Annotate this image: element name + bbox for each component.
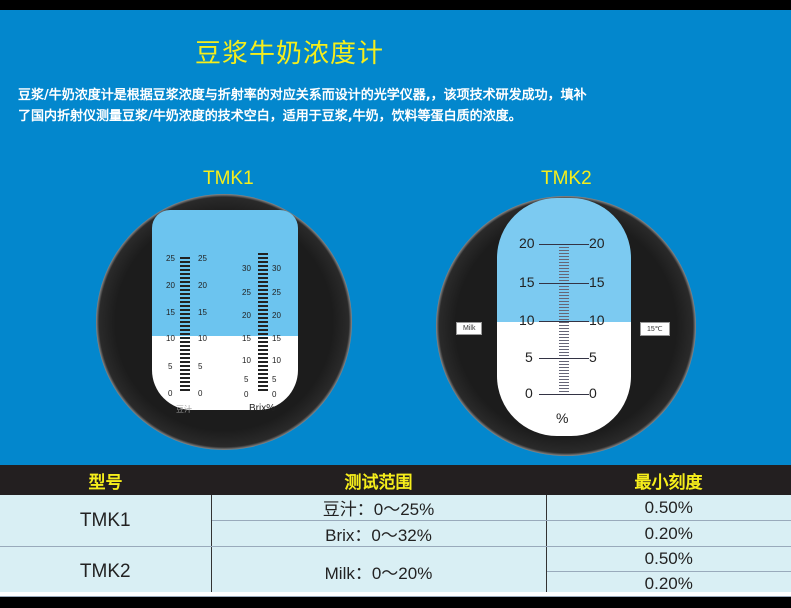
header-division: 最小刻度 [546, 465, 791, 495]
scope-view-tmk1: 25 25 20 20 15 15 10 10 5 5 0 0 30 30 25… [152, 210, 298, 414]
scale-ticks-milk [559, 244, 569, 394]
table-header-row: 型号 测试范围 最小刻度 [0, 465, 791, 495]
spec-table: 型号 测试范围 最小刻度 TMK1 豆汁：0〜25% 0.50% Brix：0〜… [0, 465, 791, 597]
major-tick [539, 244, 589, 245]
scale-number: 5 [525, 349, 533, 365]
model-label-tmk2: TMK2 [541, 168, 592, 189]
scale-number: 5 [272, 375, 277, 384]
scope-view-tmk2: 20 20 15 15 10 10 5 5 0 0 % [497, 198, 631, 436]
scale-number: 20 [519, 235, 535, 251]
scale-number: 0 [525, 385, 533, 401]
scale-number: 0 [244, 390, 249, 399]
scale-number: 10 [198, 334, 207, 343]
scale-number: 5 [244, 375, 249, 384]
scale-number: 25 [272, 288, 281, 297]
scale-number: 0 [589, 385, 597, 401]
description-line-1: 豆浆/牛奶浓度计是根据豆浆浓度与折射率的对应关系而设计的光学仪器,，该项技术研发… [18, 88, 587, 103]
scale-number: 10 [242, 356, 251, 365]
cell-range: Milk：0〜20% [211, 546, 547, 597]
scale-number: 30 [272, 264, 281, 273]
table-row: Brix：0〜32% 0.20% [0, 520, 791, 547]
temperature-tag: 15℃ [640, 322, 670, 336]
unit-label: % [556, 410, 569, 426]
scale-number: 25 [242, 288, 251, 297]
scale-number: 5 [198, 362, 203, 371]
major-tick [539, 358, 589, 359]
cell-division: 0.50% [546, 546, 791, 572]
scale-label-brix: Brix% [249, 403, 276, 414]
scale-number: 10 [519, 312, 535, 328]
scale-number: 15 [198, 308, 207, 317]
scale-number: 15 [242, 334, 251, 343]
scale-number: 30 [242, 264, 251, 273]
model-label-tmk1: TMK1 [203, 168, 254, 189]
description: 豆浆/牛奶浓度计是根据豆浆浓度与折射率的对应关系而设计的光学仪器,，该项技术研发… [18, 85, 788, 127]
scale-number: 25 [198, 254, 207, 263]
major-tick [539, 321, 589, 322]
scale-number: 0 [168, 389, 173, 398]
milk-tag: Milk [456, 322, 483, 335]
scale-number: 20 [198, 281, 207, 290]
scale-number: 20 [242, 311, 251, 320]
scale-number: 20 [166, 281, 175, 290]
scale-number: 15 [589, 274, 605, 290]
table-row: TMK2 Milk：0〜20% 0.50% [0, 546, 791, 597]
scale-ticks-brix [258, 253, 268, 393]
scale-number: 25 [166, 254, 175, 263]
scale-ticks-soy [180, 257, 190, 393]
bottom-divider [0, 592, 791, 596]
scale-label-soy: 豆汁 [176, 405, 192, 414]
cell-division: 0.50% [546, 495, 791, 521]
scale-number: 0 [272, 390, 277, 399]
description-line-2: 了国内折射仪测量豆浆/牛奶浓度的技术空白，适用于豆浆,牛奶，饮料等蛋白质的浓度。 [18, 109, 522, 124]
header-model: 型号 [0, 465, 211, 495]
major-tick [539, 283, 589, 284]
scale-number: 0 [198, 389, 203, 398]
cell-model: TMK2 [0, 546, 212, 597]
scale-number: 15 [519, 274, 535, 290]
scale-number: 5 [168, 362, 173, 371]
scale-number: 10 [166, 334, 175, 343]
table-row: TMK1 豆汁：0〜25% 0.50% [0, 495, 791, 547]
scale-number: 10 [589, 312, 605, 328]
scale-number: 20 [272, 311, 281, 320]
major-tick [539, 394, 589, 395]
cell-division: 0.20% [546, 520, 791, 547]
scale-number: 10 [272, 356, 281, 365]
scale-number: 15 [166, 308, 175, 317]
scale-number: 15 [272, 334, 281, 343]
header-range: 测试范围 [211, 465, 546, 495]
cell-range: Brix：0〜32% [211, 520, 547, 547]
scale-number: 20 [589, 235, 605, 251]
scale-number: 5 [589, 349, 597, 365]
cell-range: 豆汁：0〜25% [211, 495, 547, 521]
page-title: 豆浆牛奶浓度计 [195, 39, 385, 69]
cell-model: TMK1 [0, 495, 212, 547]
